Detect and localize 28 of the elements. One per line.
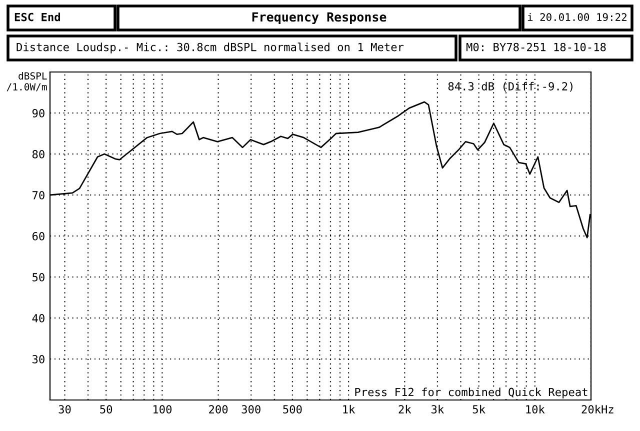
x-tick-label: 5k: [472, 404, 486, 414]
y-tick-label: 80: [32, 150, 44, 158]
annotation: Press F12 for combined Quick Repeat: [355, 388, 588, 398]
x-tick-label: 500: [283, 405, 302, 414]
y-tick-label: 50: [32, 273, 44, 282]
x-tick-label: 1k: [343, 404, 356, 414]
x-tick-label: 50: [100, 405, 112, 414]
x-tick-label: 3k: [432, 404, 444, 414]
y-axis-title: dBSPL /1.0W/m: [6, 72, 47, 92]
x-tick-label: 30: [58, 405, 71, 414]
x-tick-label: 300: [242, 405, 260, 414]
annotation: 84.3 dB (Diff:-9.2): [448, 82, 572, 92]
text: M0: BY78-251 18-10-18: [466, 42, 606, 52]
y-tick-label: 70: [32, 191, 44, 200]
text: i 20.01.00 19:22: [528, 12, 626, 22]
x-tick-label: 100: [153, 405, 172, 414]
x-tick-label: 20k: [582, 404, 601, 414]
y-tick-label: 90: [32, 109, 44, 118]
x-tick-label: 200: [209, 405, 228, 414]
chart-title: Frequency Response: [252, 12, 386, 24]
text: ESC End: [14, 12, 60, 22]
y-tick-label: 60: [32, 232, 44, 240]
y-tick-label: 30: [32, 355, 44, 364]
x-tick-label: 10k: [526, 404, 545, 414]
chart-subtitle: Distance Loudsp.- Mic.: 30.8cm dBSPL normalised on 1 Meter: [16, 42, 404, 54]
y-tick-label: 40: [32, 314, 44, 322]
x-tick-label: 2k: [398, 404, 412, 414]
x-axis-title: Hz: [602, 405, 614, 414]
